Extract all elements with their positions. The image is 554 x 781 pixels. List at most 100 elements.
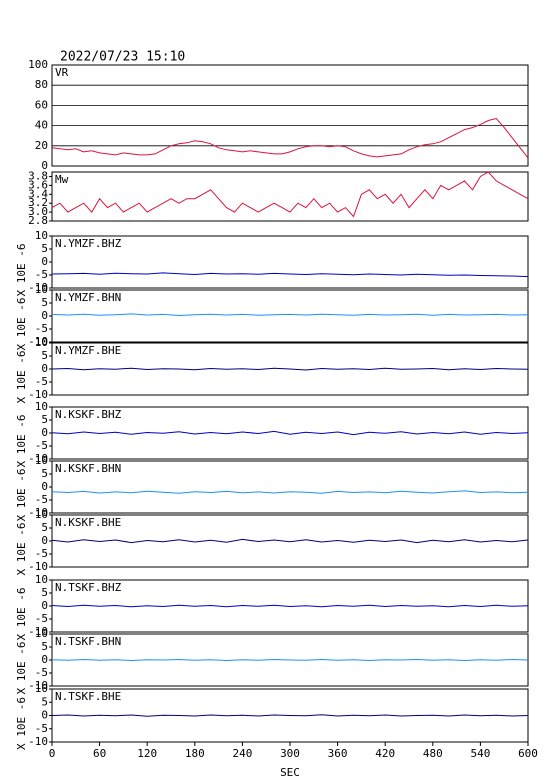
series-label: N.TSKF.BHN [55, 635, 121, 648]
y-tick-label: 2.8 [28, 214, 48, 227]
y-tick-label: -10 [28, 388, 48, 401]
series-line [51, 658, 529, 662]
y-axis-label: X 10E -6 [15, 415, 28, 468]
y-tick-label: 10 [35, 627, 48, 640]
y-tick-label: 3.2 [28, 196, 48, 209]
y-tick-label: 20 [35, 139, 48, 152]
y-tick-label: -10 [28, 335, 48, 348]
y-tick-label: 40 [35, 119, 48, 132]
y-tick-label: 3.4 [28, 187, 48, 200]
y-tick-label: 5 [41, 296, 48, 309]
series-line [51, 272, 529, 278]
y-tick-label: 0 [41, 362, 48, 375]
series-line [51, 538, 529, 544]
y-axis-label: X 10E -6 [15, 523, 28, 576]
series-label: VR [55, 66, 69, 79]
x-tick-label: 240 [232, 747, 252, 760]
y-axis-label: X 10E -6 [15, 244, 28, 297]
series-line [51, 367, 529, 371]
panel-frame [51, 460, 529, 514]
y-tick-label: 5 [41, 640, 48, 653]
y-tick-label: 0 [41, 599, 48, 612]
series-line [51, 430, 529, 436]
series-line [51, 313, 529, 317]
y-tick-label: 3.6 [28, 178, 48, 191]
series-line [51, 604, 529, 608]
y-tick-label: 5 [41, 695, 48, 708]
y-tick-label: 60 [35, 98, 48, 111]
panel-frame [51, 289, 529, 343]
y-tick-label: 0 [41, 653, 48, 666]
y-axis-label: X 10E -6 [15, 298, 28, 351]
y-tick-label: -10 [28, 506, 48, 519]
panel-frame [51, 171, 529, 222]
series-line [51, 117, 529, 159]
series-label: N.TSKF.BHZ [55, 581, 122, 594]
y-tick-label: -5 [35, 666, 48, 679]
y-tick-label: -10 [28, 560, 48, 573]
y-tick-label: -10 [28, 625, 48, 638]
y-tick-label: -5 [35, 439, 48, 452]
x-tick-label: 300 [280, 747, 300, 760]
y-axis-label: X 10E -6 [15, 351, 28, 404]
y-tick-label: 5 [41, 242, 48, 255]
y-tick-label: -10 [28, 679, 48, 692]
x-tick-label: 0 [49, 747, 56, 760]
y-tick-label: -5 [35, 722, 48, 735]
series-label: Mw [55, 173, 69, 186]
y-tick-label: 10 [35, 400, 48, 413]
y-tick-label: 10 [35, 682, 48, 695]
y-tick-label: 0 [41, 534, 48, 547]
y-tick-label: 10 [35, 573, 48, 586]
x-tick-label: 540 [470, 747, 490, 760]
y-tick-label: -5 [35, 375, 48, 388]
y-tick-label: 10 [35, 508, 48, 521]
series-line [51, 490, 529, 494]
y-tick-label: 0 [41, 426, 48, 439]
series-label: N.KSKF.BHZ [55, 408, 122, 421]
y-tick-label: 5 [41, 349, 48, 362]
y-tick-label: -10 [28, 735, 48, 748]
y-axis-label: X 10E -6 [15, 697, 28, 750]
y-tick-label: 10 [35, 283, 48, 296]
x-axis-label: SEC [280, 766, 300, 779]
y-tick-label: -5 [35, 612, 48, 625]
x-tick-label: 180 [185, 747, 205, 760]
panel-frame [51, 235, 529, 289]
y-tick-label: -5 [35, 268, 48, 281]
x-tick-label: 600 [518, 747, 538, 760]
y-tick-label: -5 [35, 547, 48, 560]
y-tick-label: -5 [35, 322, 48, 335]
y-tick-label: -5 [35, 493, 48, 506]
series-label: N.KSKF.BHN [55, 462, 121, 475]
panel-frame [51, 64, 529, 167]
series-label: N.YMZF.BHZ [55, 237, 122, 250]
y-axis-label: X 10E -6 [15, 469, 28, 522]
chart-title: 2022/07/23 15:10 [60, 50, 185, 65]
y-tick-label: -10 [28, 281, 48, 294]
x-tick-label: 360 [328, 747, 348, 760]
y-tick-label: 10 [35, 229, 48, 242]
y-tick-label: 10 [35, 454, 48, 467]
series-label: N.YMZF.BHE [55, 344, 121, 357]
y-tick-label: 10 [35, 336, 48, 349]
series-line [51, 714, 529, 717]
x-tick-label: 480 [423, 747, 443, 760]
y-axis-label: X 10E -6 [15, 588, 28, 641]
x-tick-label: 60 [93, 747, 106, 760]
y-tick-label: 0 [41, 159, 48, 172]
y-tick-label: 0 [41, 709, 48, 722]
y-tick-label: 0 [41, 309, 48, 322]
y-tick-label: 5 [41, 586, 48, 599]
y-tick-label: 0 [41, 255, 48, 268]
y-tick-label: -10 [28, 452, 48, 465]
y-tick-label: 3.0 [28, 205, 48, 218]
series-line [51, 171, 529, 218]
y-tick-label: 5 [41, 413, 48, 426]
y-tick-label: 5 [41, 521, 48, 534]
y-tick-label: 3.8 [28, 169, 48, 182]
y-tick-label: 80 [35, 78, 48, 91]
y-tick-label: 100 [28, 58, 48, 71]
